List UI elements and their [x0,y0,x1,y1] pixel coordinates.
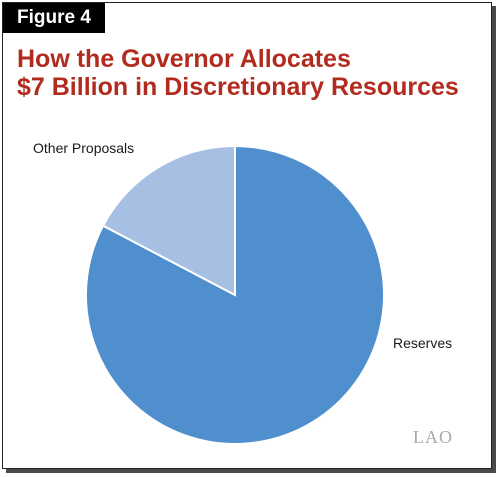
chart-title-line-1: How the Governor Allocates [17,45,351,73]
slice-label-other-proposals: Other Proposals [33,140,134,156]
figure-frame: Figure 4 How the Governor Allocates $7 B… [2,2,492,469]
slice-label-reserves: Reserves [393,335,452,351]
chart-title-line-2: $7 Billion in Discretionary Resources [17,73,459,101]
lao-logo-text: LAO [413,427,453,447]
pie-slice-other-proposals [101,144,236,297]
pie-slice-reserves [85,144,385,445]
lao-logo: LAO [413,427,453,448]
figure-tab: Figure 4 [3,3,105,33]
chart-title: How the Governor Allocates $7 Billion in… [17,45,487,101]
pie-chart: Reserves Other Proposals [33,140,452,445]
